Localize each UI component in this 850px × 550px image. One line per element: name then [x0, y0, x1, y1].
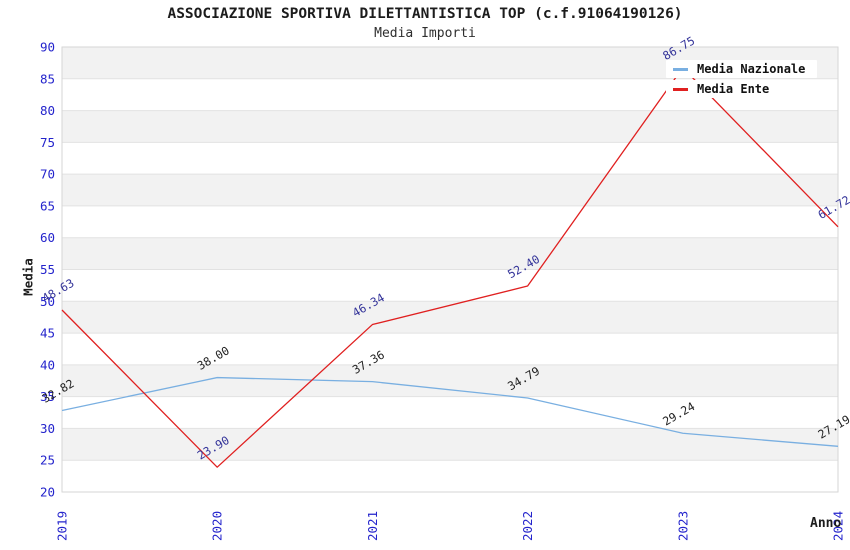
grid-band [62, 269, 838, 302]
chart-title: ASSOCIAZIONE SPORTIVA DILETTANTISTICA TO… [167, 6, 683, 22]
y-tick-label: 50 [40, 294, 55, 309]
chart-subtitle: Media Importi [374, 26, 476, 41]
grid-band [62, 174, 838, 206]
grid-band [62, 364, 838, 397]
x-tick-label: 2024 [831, 511, 846, 541]
y-tick-label: 55 [40, 262, 55, 277]
y-tick-label: 85 [40, 71, 55, 86]
y-tick-label: 75 [40, 135, 55, 150]
y-tick-label: 35 [40, 389, 55, 404]
grid-band [62, 237, 838, 270]
legend-item-media-ente: Media Ente [666, 80, 818, 98]
x-tick-label: 2019 [55, 511, 70, 541]
y-tick-label: 25 [40, 453, 55, 468]
legend: Media Nazionale Media Ente [666, 60, 818, 100]
grid-band [62, 460, 838, 492]
grid-band [62, 333, 838, 365]
legend-item-media-nazionale: Media Nazionale [666, 60, 818, 78]
grid-band [62, 110, 838, 143]
y-tick-label: 40 [40, 357, 55, 372]
series-line-media-nazionale [61, 376, 839, 447]
grid-band [62, 428, 838, 461]
x-tick-label: 2020 [210, 511, 225, 541]
grid-band [62, 205, 838, 238]
x-tick-label: 2023 [675, 511, 690, 541]
legend-label-ente: Media Ente [697, 82, 770, 96]
y-axis-title: Media [20, 258, 36, 296]
grid-band [62, 301, 838, 334]
y-tick-label: 70 [40, 167, 55, 182]
x-axis-title: Anno [810, 516, 842, 531]
legend-label-nazionale: Media Nazionale [697, 62, 806, 76]
y-tick-label: 80 [40, 103, 55, 118]
plot-border [61, 46, 839, 493]
y-tick-label: 90 [40, 40, 55, 55]
y-tick-label: 30 [40, 421, 55, 436]
grid-band [62, 142, 838, 175]
y-tick-label: 45 [40, 326, 55, 341]
legend-line-sample-ente [673, 87, 688, 91]
y-tick-label: 60 [40, 230, 55, 245]
x-tick-label: 2022 [520, 511, 535, 541]
grid-band [62, 396, 838, 429]
x-tick-label: 2021 [365, 511, 380, 541]
y-tick-label: 20 [40, 485, 55, 500]
legend-line-sample-nazionale [673, 67, 688, 71]
y-tick-label: 65 [40, 198, 55, 213]
